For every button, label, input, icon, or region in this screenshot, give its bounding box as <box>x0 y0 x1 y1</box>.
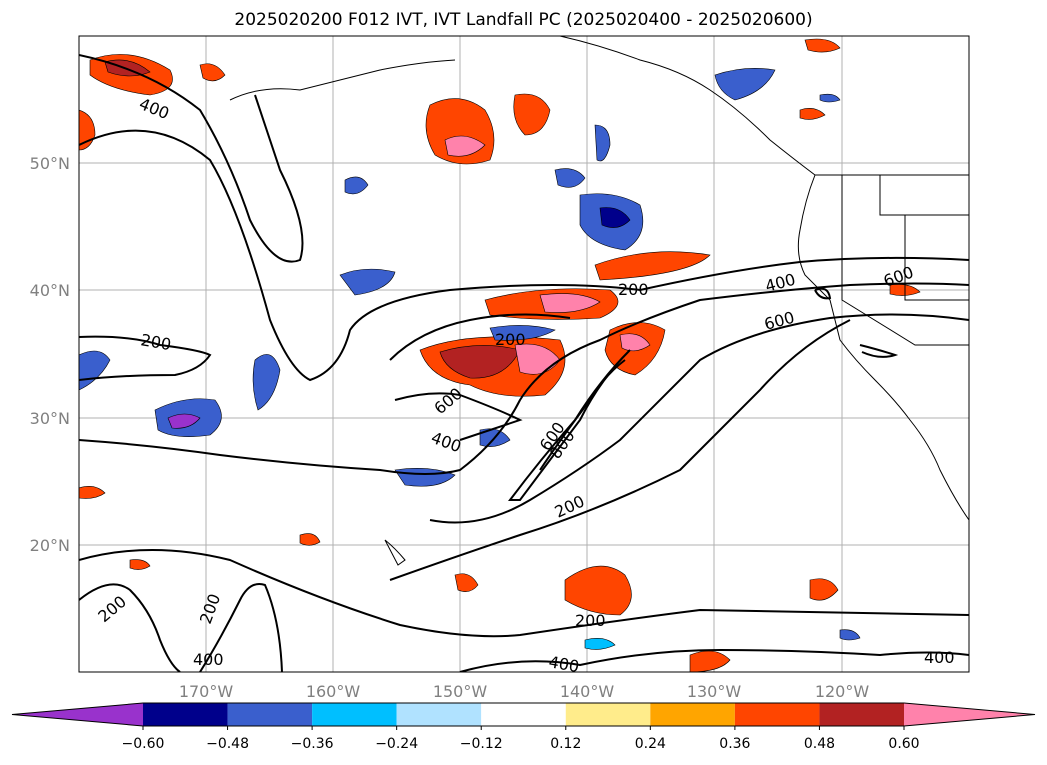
coastline <box>229 36 969 566</box>
positive-anomaly-patch <box>79 486 106 499</box>
contour-label: 400 <box>193 650 224 669</box>
colorbar-segment <box>819 703 904 726</box>
longitude-axis: 170°W 160°W 150°W 140°W 130°W 120°W <box>179 682 870 701</box>
negative-anomaly-patch <box>554 168 586 188</box>
latitude-axis: 50°N 40°N 30°N 20°N <box>30 154 70 555</box>
graticule <box>79 36 969 672</box>
colorbar-tick-label: 0.24 <box>635 736 666 752</box>
negative-anomaly-patch <box>714 68 776 101</box>
colorbar-segment <box>227 703 313 726</box>
longitude-label: 160°W <box>306 682 361 701</box>
longitude-label: 140°W <box>560 682 615 701</box>
latitude-label: 40°N <box>30 281 70 300</box>
positive-anomaly-patch <box>809 578 839 601</box>
colorbar-tick-label: −0.48 <box>206 736 249 752</box>
negative-anomaly-patch <box>394 468 456 487</box>
negative-anomaly-patch <box>339 268 396 296</box>
colorbar-tick-label: −0.24 <box>375 736 418 752</box>
negative-anomaly-patch <box>79 350 111 391</box>
colorbar-tick-label: −0.36 <box>291 736 334 752</box>
colorbar-tick-label: 0.36 <box>719 736 750 752</box>
latitude-label: 20°N <box>30 536 70 555</box>
latitude-label: 30°N <box>30 409 70 428</box>
positive-anomaly-patch <box>804 38 841 53</box>
longitude-label: 150°W <box>433 682 488 701</box>
colorbar-extend-min <box>12 703 143 726</box>
contour-label: 400 <box>137 94 172 123</box>
positive-anomaly-patch <box>444 135 486 157</box>
positive-anomaly-patch <box>513 93 551 136</box>
positive-anomaly-patch <box>439 345 521 379</box>
negative-anomaly-patch <box>819 93 841 103</box>
contour-label: 600 <box>762 308 796 334</box>
positive-anomaly-patch <box>299 533 321 546</box>
negative-anomaly-patch <box>594 124 611 162</box>
positive-anomaly-patch <box>454 573 479 592</box>
positive-anomaly-patch <box>199 63 226 82</box>
longitude-label: 130°W <box>687 682 742 701</box>
colorbar-tick-label: 0.48 <box>804 736 835 752</box>
colorbar-segment <box>734 703 820 726</box>
map-area: 400 200 200 200 600 400 600 800 200 400 … <box>79 36 969 676</box>
negative-anomaly-patch <box>839 629 861 641</box>
positive-anomaly-patch <box>594 251 711 281</box>
positive-anomaly-patch <box>129 559 151 570</box>
colorbar-segment <box>143 703 228 726</box>
longitude-label: 120°W <box>815 682 870 701</box>
colorbar-tick-label: 0.12 <box>550 736 581 752</box>
colorbar-extend-max <box>904 703 1035 726</box>
colorbar-segment <box>312 703 397 726</box>
colorbar-tick-label: 0.60 <box>888 736 919 752</box>
contour-label: 200 <box>495 330 526 349</box>
longitude-label: 170°W <box>179 682 234 701</box>
colorbar-segment <box>481 703 566 726</box>
positive-anomaly-patch <box>104 59 151 77</box>
negative-anomaly-patch <box>584 638 616 650</box>
positive-anomaly-patch <box>799 108 826 120</box>
colorbar-segment <box>396 703 482 726</box>
contour-label: 200 <box>139 330 172 354</box>
contour-label: 200 <box>196 591 224 626</box>
positive-anomaly-patch <box>619 333 651 352</box>
colorbar-tick-label: −0.60 <box>122 736 165 752</box>
negative-anomaly-patch <box>252 354 281 411</box>
positive-anomaly-patch <box>689 650 731 672</box>
negative-anomaly-patch <box>167 413 201 429</box>
contour-label: 400 <box>429 428 464 456</box>
ivt-contours <box>79 54 969 672</box>
map-title: 2025020200 F012 IVT, IVT Landfall PC (20… <box>234 10 813 30</box>
map-frame <box>78 35 970 673</box>
positive-anomaly-patch <box>564 565 632 616</box>
contour-label: 200 <box>94 592 130 626</box>
latitude-label: 50°N <box>30 154 70 173</box>
colorbar: −0.60 −0.48 −0.36 −0.24 −0.12 0.12 0.24 0.36 0.4… <box>11 702 1036 752</box>
contour-label: 400 <box>924 648 955 667</box>
negative-anomaly-patch <box>599 207 631 228</box>
contour-label: 400 <box>547 652 580 676</box>
positive-anomaly-patch <box>539 293 601 313</box>
colorbar-segment <box>565 703 651 726</box>
contour-label: 400 <box>763 270 797 296</box>
colorbar-tick-label: −0.12 <box>460 736 503 752</box>
contour-label: 200 <box>618 280 649 299</box>
negative-anomaly-patch <box>489 325 556 341</box>
contour-label: 600 <box>430 384 466 418</box>
colorbar-segment <box>650 703 735 726</box>
landfall-pc-shading <box>79 38 921 672</box>
negative-anomaly-patch <box>344 176 369 195</box>
contour-label: 200 <box>575 611 606 630</box>
